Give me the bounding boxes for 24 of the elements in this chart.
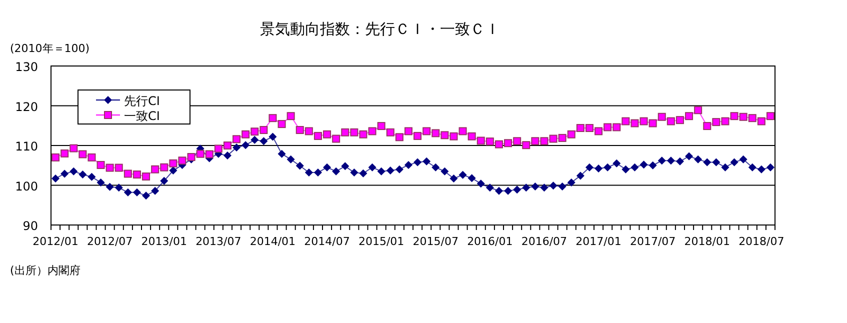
y-tick-label: 130 [15, 60, 38, 74]
y-tick-label: 110 [15, 140, 38, 154]
x-tick-label: 2013/07 [196, 235, 242, 248]
y-tick-label: 120 [15, 100, 38, 114]
x-tick-label: 2018/07 [738, 235, 784, 248]
x-tick-label: 2018/01 [684, 235, 730, 248]
x-tick-label: 2016/07 [521, 235, 568, 248]
x-tick-label: 2012/07 [86, 235, 133, 248]
x-tick-label: 2015/07 [412, 235, 458, 248]
y-axis-title: (2010年＝100) [10, 42, 90, 55]
chart-title: 景気動向指数：先行ＣＩ・一致ＣＩ [260, 20, 500, 38]
x-tick-label: 2015/01 [358, 235, 404, 248]
x-tick-label: 2012/01 [32, 235, 78, 248]
x-tick-label: 2014/07 [304, 235, 350, 248]
x-tick-label: 2017/07 [630, 235, 676, 248]
legend-label: 一致CI [124, 109, 160, 123]
legend-label: 先行CI [124, 94, 160, 108]
y-tick-label: 90 [22, 219, 38, 233]
x-tick-label: 2013/01 [141, 235, 187, 248]
text: (出所）内閣府 [10, 264, 80, 277]
x-tick-label: 2014/01 [250, 235, 296, 248]
x-tick-label: 2017/01 [576, 235, 622, 248]
x-tick-label: 2016/01 [467, 235, 513, 248]
y-tick-label: 100 [15, 179, 38, 194]
